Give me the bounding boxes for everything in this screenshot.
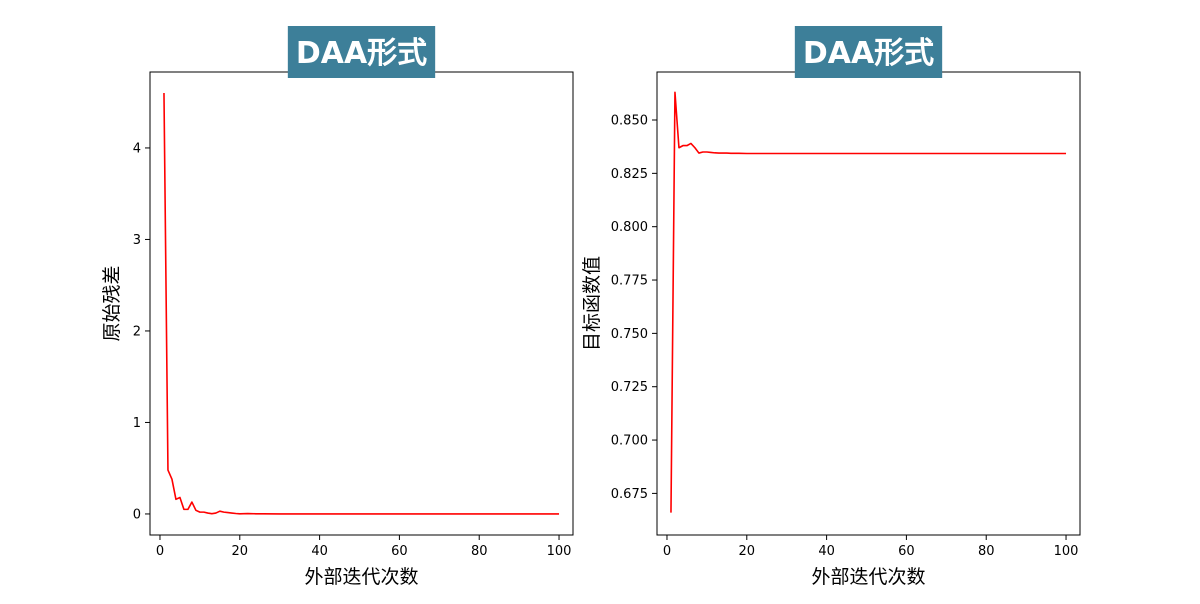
right-title-background bbox=[794, 26, 943, 78]
left-y-tick-label: 0 bbox=[133, 507, 141, 522]
right-x-axis-label: 外部迭代次数 bbox=[811, 566, 925, 588]
left-x-tick-label: 80 bbox=[471, 544, 488, 559]
right-x-tick-label: 20 bbox=[739, 544, 756, 559]
right-y-tick-label: 0.850 bbox=[611, 114, 648, 129]
left-series-line bbox=[163, 93, 560, 515]
right-y-tick-label: 0.825 bbox=[611, 167, 648, 182]
right-y-tick-label: 0.675 bbox=[611, 487, 648, 502]
left-chart-panel: 0 20 40 60 80 100 0 1 2 3 4 外部迭代次数 原始残差 DAA形式 bbox=[101, 26, 574, 588]
right-y-tick-label: 0.750 bbox=[611, 327, 648, 342]
right-x-tick-label: 40 bbox=[818, 544, 835, 559]
left-y-tick-label: 1 bbox=[133, 416, 141, 431]
right-x-tick-label: 0 bbox=[663, 544, 671, 559]
right-chart-title: DAA形式 bbox=[803, 36, 934, 71]
left-x-tick-label: 20 bbox=[232, 544, 249, 559]
left-y-axis-label: 原始残差 bbox=[101, 265, 123, 341]
left-plot-frame bbox=[149, 71, 574, 536]
right-chart-panel: 0 20 40 60 80 100 0.675 0.700 0.725 0.750 0.775 0.8… bbox=[581, 26, 1081, 588]
right-y-axis-label: 目标函数值 bbox=[581, 256, 603, 351]
left-x-tick-label: 40 bbox=[311, 544, 328, 559]
right-y-tick-label: 0.800 bbox=[611, 220, 648, 235]
left-y-tick-label: 2 bbox=[133, 324, 141, 339]
right-y-tick-label: 0.700 bbox=[611, 434, 648, 449]
right-x-tick-label: 60 bbox=[898, 544, 915, 559]
right-plot-frame bbox=[656, 71, 1081, 536]
left-x-tick-label: 100 bbox=[547, 544, 572, 559]
right-y-tick-label: 0.775 bbox=[611, 274, 648, 289]
right-series-line bbox=[670, 91, 1067, 513]
right-x-tick-label: 80 bbox=[978, 544, 995, 559]
right-x-tick-label: 100 bbox=[1054, 544, 1079, 559]
left-chart-title: DAA形式 bbox=[296, 36, 427, 71]
right-y-tick-label: 0.725 bbox=[611, 380, 648, 395]
left-x-tick-label: 0 bbox=[156, 544, 164, 559]
left-y-tick-label: 4 bbox=[133, 141, 141, 156]
left-y-tick-label: 3 bbox=[133, 233, 141, 248]
left-x-axis-label: 外部迭代次数 bbox=[304, 566, 418, 588]
left-x-tick-label: 60 bbox=[391, 544, 408, 559]
left-title-background bbox=[287, 26, 436, 78]
